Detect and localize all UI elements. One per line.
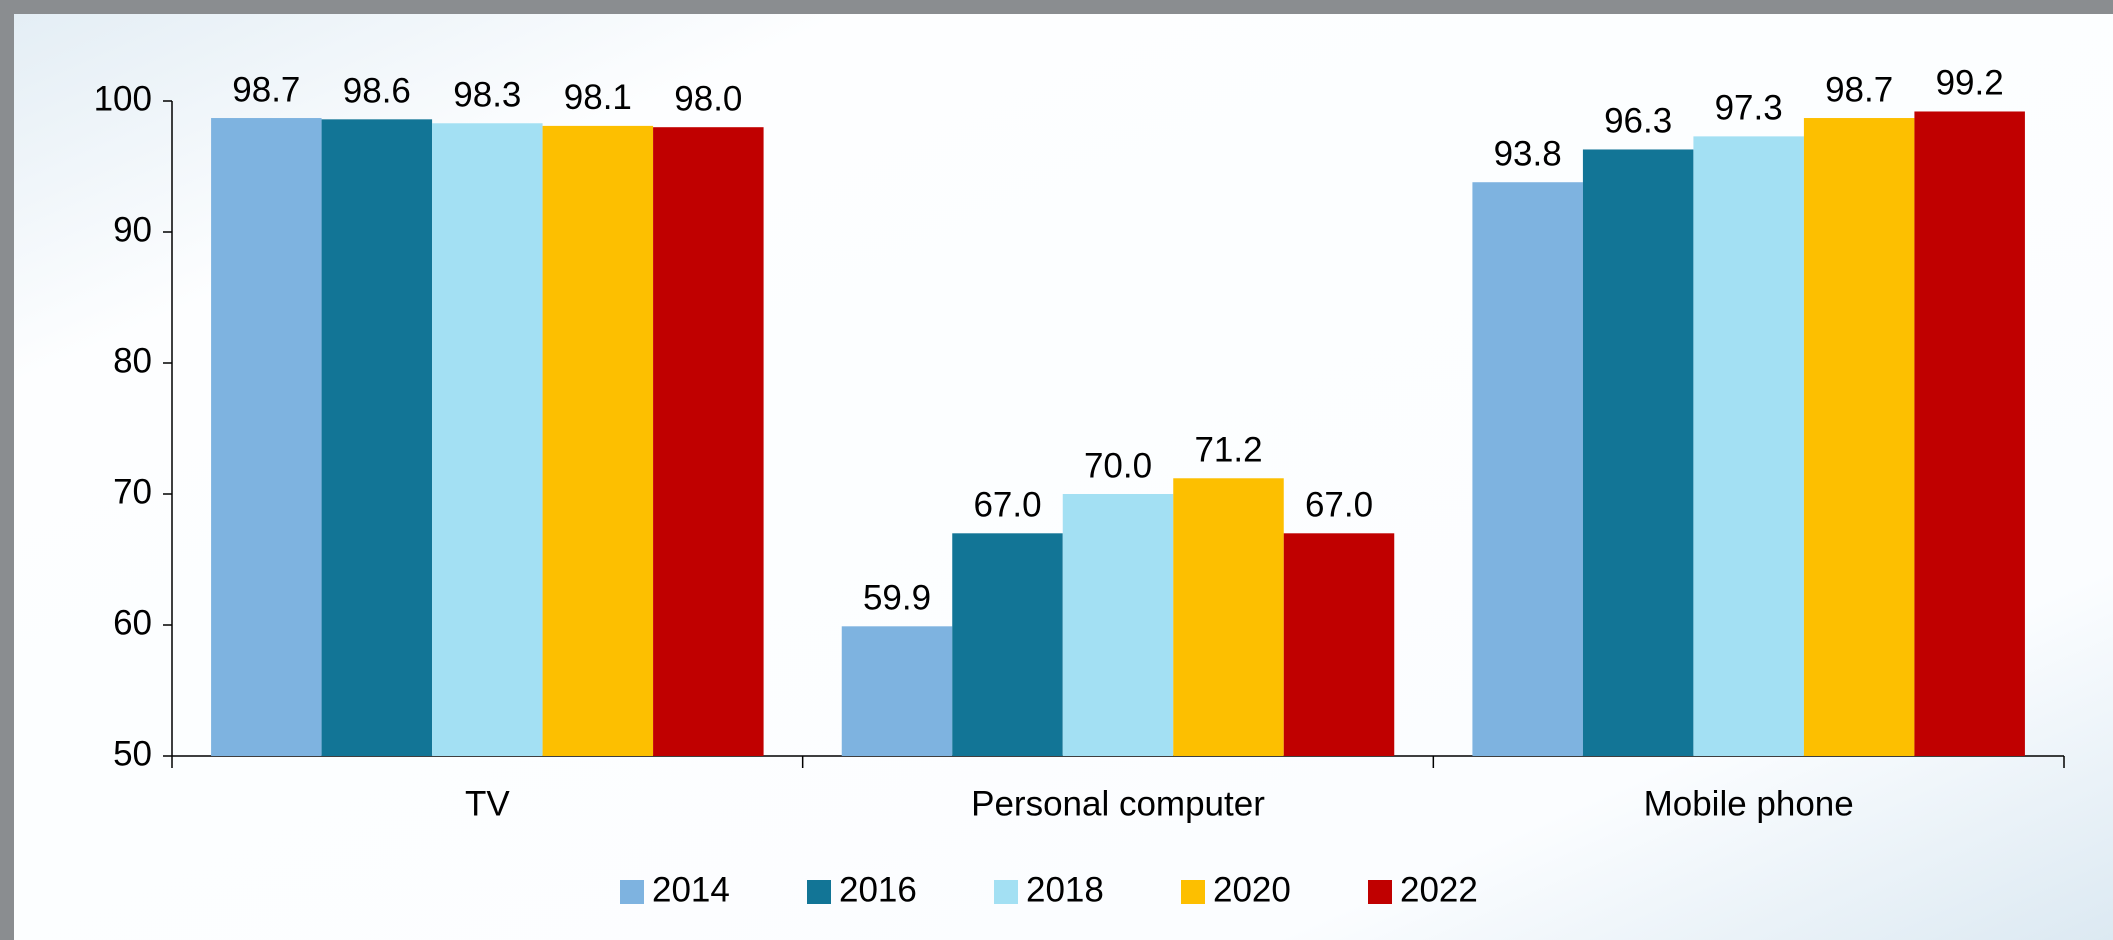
x-tick-label: Personal computer: [971, 784, 1265, 823]
y-tick-label: 90: [113, 210, 152, 249]
legend-label: 2020: [1213, 870, 1291, 909]
data-label: 70.0: [1084, 446, 1152, 485]
bar: [1062, 494, 1174, 756]
data-label: 98.7: [232, 70, 300, 109]
data-label: 67.0: [973, 486, 1041, 525]
legend-label: 2022: [1400, 870, 1478, 909]
data-label: 71.2: [1194, 431, 1262, 470]
bar: [952, 533, 1063, 756]
legend-swatch: [620, 880, 644, 904]
legend-label: 2014: [652, 870, 730, 909]
bar: [211, 118, 322, 756]
bar: [1472, 182, 1583, 757]
x-tick-label: Mobile phone: [1644, 784, 1854, 823]
y-tick-label: 60: [113, 603, 152, 642]
bar: [841, 626, 953, 756]
data-label: 98.3: [453, 76, 521, 115]
y-tick-label: 50: [113, 734, 152, 773]
x-tick-label: TV: [465, 784, 510, 823]
bar: [1693, 136, 1804, 756]
data-label: 98.1: [564, 78, 632, 117]
data-label: 97.3: [1715, 89, 1783, 128]
legend-swatch: [994, 880, 1018, 904]
data-label: 99.2: [1936, 64, 2004, 103]
bar: [1914, 111, 2025, 757]
data-label: 98.7: [1825, 70, 1893, 109]
data-label: 59.9: [863, 579, 931, 618]
y-tick-label: 80: [113, 341, 152, 380]
bar: [321, 119, 433, 757]
legend-label: 2018: [1026, 870, 1104, 909]
bar: [1283, 533, 1395, 756]
legend-swatch: [1368, 880, 1392, 904]
bar: [542, 125, 654, 756]
bar: [653, 127, 764, 756]
bar: [1582, 149, 1694, 757]
data-label: 67.0: [1305, 486, 1373, 525]
bar: [1803, 118, 1915, 756]
legend-label: 2016: [839, 870, 917, 909]
legend-swatch: [807, 880, 831, 904]
legend-swatch: [1181, 880, 1205, 904]
data-label: 98.6: [343, 72, 411, 111]
data-label: 93.8: [1494, 134, 1562, 173]
data-label: 98.0: [674, 79, 742, 118]
bar: [432, 123, 543, 756]
bar: [1173, 478, 1284, 756]
y-tick-label: 100: [94, 79, 152, 118]
y-tick-label: 70: [113, 472, 152, 511]
data-label: 96.3: [1604, 102, 1672, 141]
